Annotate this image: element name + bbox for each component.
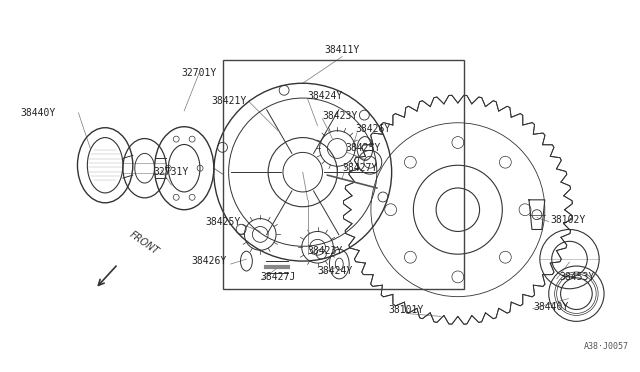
Text: FRONT: FRONT [128, 230, 161, 257]
Text: 32731Y: 32731Y [154, 167, 189, 177]
Text: 38453Y: 38453Y [559, 272, 595, 282]
Text: 38427Y: 38427Y [342, 163, 378, 173]
Text: 38423Y: 38423Y [308, 246, 343, 256]
Text: 38424Y: 38424Y [317, 266, 353, 276]
Text: 38427J: 38427J [260, 272, 296, 282]
Text: 38411Y: 38411Y [324, 45, 360, 55]
Text: 38423Y: 38423Y [323, 111, 358, 121]
Text: 38426Y: 38426Y [191, 256, 227, 266]
Text: 38426Y: 38426Y [355, 124, 390, 134]
Text: A38·J0057: A38·J0057 [584, 341, 629, 350]
Text: 38102Y: 38102Y [550, 215, 586, 225]
Text: 32701Y: 32701Y [181, 68, 216, 78]
Text: 38440Y: 38440Y [533, 302, 568, 311]
Text: 38425Y: 38425Y [345, 144, 380, 154]
Text: 38440Y: 38440Y [20, 108, 56, 118]
Text: 38421Y: 38421Y [211, 96, 246, 106]
Bar [223, 60, 464, 289]
Text: 38101Y: 38101Y [389, 305, 424, 315]
Text: 38424Y: 38424Y [308, 91, 343, 101]
Text: 38425Y: 38425Y [205, 217, 241, 227]
